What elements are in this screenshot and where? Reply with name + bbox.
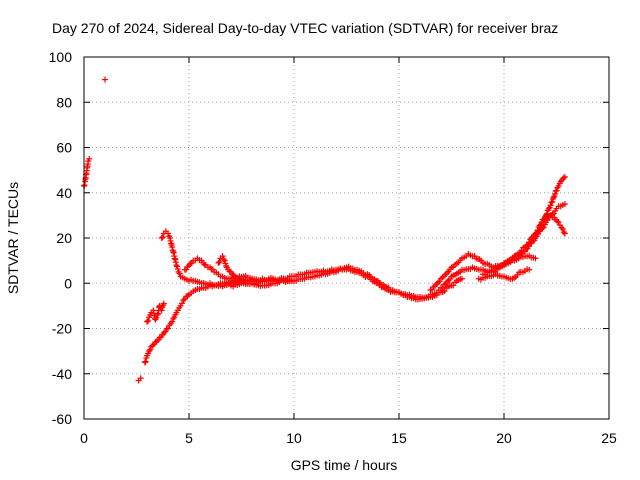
data-point-fill bbox=[560, 229, 567, 236]
data-point-fill bbox=[179, 300, 185, 307]
data-point bbox=[526, 266, 533, 273]
data-point-fill bbox=[176, 270, 183, 277]
data-point-fill bbox=[554, 218, 561, 225]
grid-lines bbox=[84, 57, 609, 419]
data-point-fill bbox=[536, 222, 543, 229]
data-point bbox=[160, 300, 167, 307]
y-tick-label: 40 bbox=[56, 185, 72, 201]
data-point-fill bbox=[545, 205, 552, 212]
data-points bbox=[81, 76, 568, 384]
tick-labels: 0 5 10 15 20 25 -60 -40 -20 0 20 40 60 80 100 bbox=[49, 49, 617, 446]
data-point bbox=[144, 318, 150, 325]
data-point bbox=[553, 187, 560, 194]
data-point bbox=[173, 262, 180, 269]
y-axis-label: SDTVAR / TECUs bbox=[5, 182, 21, 294]
data-point bbox=[165, 325, 171, 332]
data-point bbox=[215, 259, 222, 266]
y-tick-label: -20 bbox=[52, 321, 72, 337]
data-point-fill bbox=[145, 317, 152, 324]
chart-title: Day 270 of 2024, Sidereal Day-to-day VTE… bbox=[52, 20, 558, 36]
data-point-fill bbox=[552, 188, 559, 195]
y-tick-label: 100 bbox=[49, 49, 73, 65]
data-point bbox=[158, 235, 165, 241]
data-point bbox=[561, 201, 568, 208]
data-point bbox=[549, 198, 556, 205]
data-point-fill bbox=[216, 259, 223, 266]
y-tick-label: -40 bbox=[52, 366, 72, 382]
y-tick-label: 60 bbox=[56, 140, 72, 156]
x-axis-label: GPS time / hours bbox=[291, 457, 398, 473]
data-point bbox=[559, 225, 566, 232]
data-point-fill bbox=[528, 234, 535, 241]
data-point bbox=[158, 307, 165, 314]
data-point-fill bbox=[547, 202, 554, 209]
data-point bbox=[561, 173, 568, 180]
data-point-fill bbox=[540, 219, 547, 226]
x-tick-label: 0 bbox=[80, 430, 88, 446]
y-tick-label: 80 bbox=[56, 94, 72, 110]
data-point bbox=[219, 253, 226, 260]
x-tick-label: 5 bbox=[185, 430, 193, 446]
data-point-fill bbox=[149, 342, 156, 349]
data-point-fill bbox=[525, 239, 532, 246]
data-point bbox=[532, 230, 539, 237]
data-point bbox=[532, 255, 539, 262]
data-point-fill bbox=[159, 234, 166, 241]
data-point-fill bbox=[174, 265, 181, 272]
data-point bbox=[561, 230, 568, 237]
data-point-fill bbox=[534, 227, 541, 234]
data-point bbox=[160, 330, 167, 337]
y-tick-label: -60 bbox=[52, 411, 72, 427]
data-point bbox=[86, 155, 93, 162]
data-point bbox=[181, 296, 188, 303]
data-point bbox=[169, 318, 176, 325]
data-point-fill bbox=[230, 272, 237, 279]
x-tick-label: 15 bbox=[391, 430, 407, 446]
x-tick-label: 10 bbox=[286, 430, 302, 446]
data-point-fill bbox=[147, 346, 154, 353]
data-point bbox=[137, 375, 144, 382]
data-point-fill bbox=[142, 358, 149, 365]
data-point bbox=[165, 230, 171, 237]
data-point bbox=[221, 257, 228, 264]
data-point-fill bbox=[183, 266, 190, 273]
data-point bbox=[459, 275, 465, 282]
x-tick-label: 20 bbox=[496, 430, 512, 446]
data-point-fill bbox=[543, 210, 550, 217]
data-point-fill bbox=[548, 199, 555, 206]
data-point-fill bbox=[153, 314, 160, 321]
data-point-fill bbox=[180, 297, 187, 304]
data-point bbox=[102, 76, 108, 83]
x-tick-label: 25 bbox=[601, 430, 617, 446]
data-point-fill bbox=[550, 194, 557, 201]
data-point-fill bbox=[552, 190, 559, 197]
y-tick-label: 20 bbox=[56, 230, 72, 246]
data-point-fill bbox=[558, 224, 565, 231]
y-tick-label: 0 bbox=[64, 275, 72, 291]
data-point-fill bbox=[187, 260, 194, 267]
plot-frame bbox=[83, 56, 610, 420]
data-point-fill bbox=[162, 328, 169, 335]
data-point bbox=[141, 359, 148, 366]
data-point-fill bbox=[153, 338, 160, 345]
